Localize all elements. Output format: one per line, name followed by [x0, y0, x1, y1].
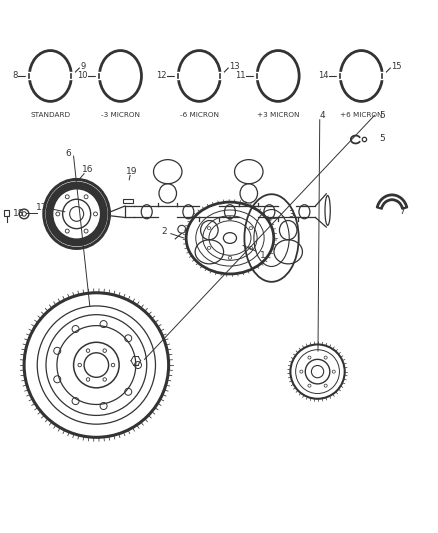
Bar	[96, 72, 102, 79]
Bar	[175, 72, 181, 79]
Text: 5: 5	[379, 111, 385, 120]
Text: +6 MICRON: +6 MICRON	[340, 112, 383, 118]
Text: -6 MICRON: -6 MICRON	[180, 112, 219, 118]
Bar	[4, 211, 9, 216]
Bar	[68, 72, 74, 79]
Text: 11: 11	[235, 71, 245, 80]
Text: 18: 18	[13, 208, 25, 217]
Text: 16: 16	[82, 165, 93, 174]
Bar	[123, 199, 133, 203]
Text: 17: 17	[36, 203, 47, 212]
Text: 5: 5	[379, 134, 385, 143]
Text: 13: 13	[229, 62, 240, 71]
Text: 9: 9	[80, 62, 85, 71]
Text: +3 MICRON: +3 MICRON	[257, 112, 300, 118]
Text: 12: 12	[156, 71, 166, 80]
Text: 3: 3	[288, 211, 294, 219]
Bar	[337, 72, 343, 79]
Text: 19: 19	[126, 166, 137, 175]
Bar	[379, 72, 385, 79]
Text: 1: 1	[260, 251, 266, 260]
Text: 7: 7	[399, 207, 405, 216]
Text: 6: 6	[65, 149, 71, 158]
Text: -3 MICRON: -3 MICRON	[101, 112, 140, 118]
Bar	[217, 72, 223, 79]
Text: 15: 15	[391, 62, 402, 71]
Text: 14: 14	[318, 71, 328, 80]
Text: 4: 4	[319, 111, 325, 120]
Text: 10: 10	[77, 71, 88, 80]
Text: 8: 8	[12, 71, 18, 80]
Bar	[26, 72, 32, 79]
Text: 2: 2	[162, 227, 167, 236]
Text: STANDARD: STANDARD	[30, 112, 71, 118]
Bar	[254, 72, 260, 79]
